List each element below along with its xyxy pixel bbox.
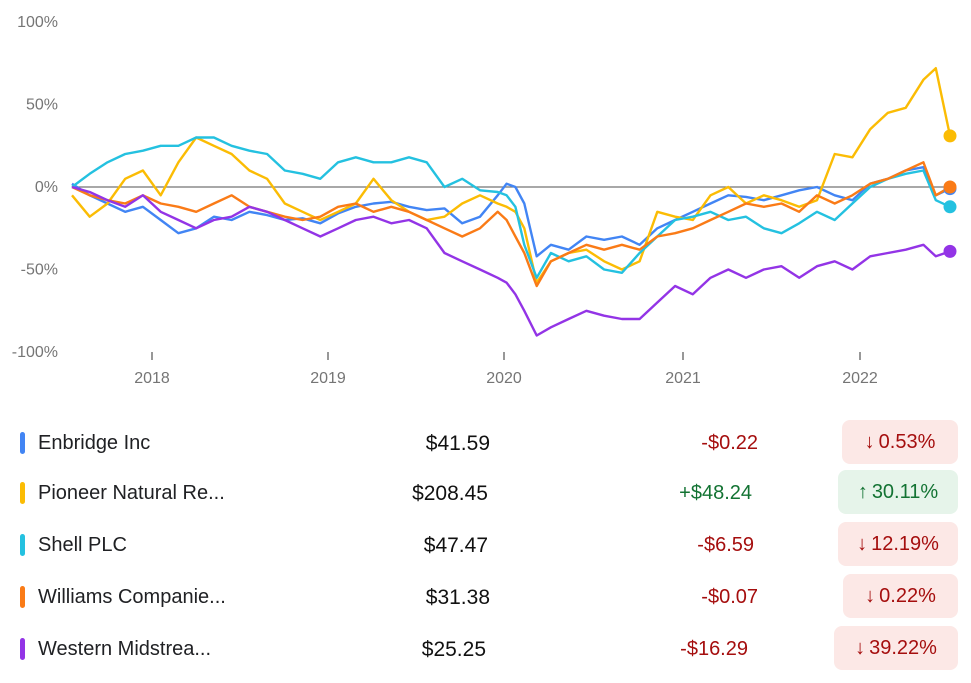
stock-price: $47.47	[423, 534, 488, 557]
series-end-dot	[943, 180, 957, 194]
series-color-swatch	[20, 638, 25, 660]
stock-change: -$6.59	[697, 534, 754, 556]
percent-change-value: 39.22%	[869, 636, 937, 659]
comparison-line-chart: 100% 50% 0% -50% -100% 2018 2019 2020 2021 2022	[12, 14, 957, 387]
series-end-dot	[943, 129, 957, 143]
x-tick-label: 2018	[134, 370, 170, 387]
percent-change-value: 12.19%	[871, 532, 939, 555]
x-tick-label: 2020	[486, 370, 522, 387]
series-color-swatch	[20, 482, 25, 504]
series-color-swatch	[20, 586, 25, 608]
stock-change: -$0.07	[701, 586, 758, 608]
stock-row[interactable]: Pioneer Natural Re... $208.45 +$48.24 ↑ 30.1…	[0, 470, 971, 516]
arrow-up-icon: ↑	[857, 480, 868, 503]
stock-name: Enbridge Inc	[38, 432, 151, 454]
stock-change: +$48.24	[679, 482, 752, 504]
percent-change-badge: ↓ 39.22%	[834, 626, 958, 670]
stock-price: $41.59	[425, 432, 490, 455]
percent-change-value: 0.53%	[878, 430, 936, 453]
percent-change-badge: ↑ 30.11%	[838, 470, 958, 514]
y-tick-label: -50%	[21, 262, 58, 279]
x-tick-label: 2021	[665, 370, 701, 387]
y-tick-label: 50%	[26, 97, 58, 114]
stock-row[interactable]: Shell PLC $47.47 -$6.59 ↓ 12.19%	[0, 522, 971, 568]
arrow-down-icon: ↓	[857, 532, 868, 555]
series-end-dot	[943, 200, 957, 214]
stock-row[interactable]: Enbridge Inc $41.59 -$0.22 ↓ 0.53%	[0, 420, 971, 466]
series-color-swatch	[20, 432, 25, 454]
stock-row[interactable]: Williams Companie... $31.38 -$0.07 ↓ 0.22%	[0, 574, 971, 620]
percent-change-badge: ↓ 0.53%	[842, 420, 958, 464]
arrow-down-icon: ↓	[865, 584, 876, 607]
x-tick-label: 2022	[842, 370, 878, 387]
stock-price: $31.38	[425, 586, 490, 609]
stock-price: $25.25	[421, 638, 486, 661]
stock-name: Williams Companie...	[38, 586, 226, 608]
series-line	[71, 67, 952, 284]
stock-change: -$16.29	[680, 638, 748, 660]
series-line	[71, 136, 951, 279]
stock-price: $208.45	[412, 482, 488, 505]
percent-change-value: 0.22%	[879, 584, 936, 607]
series-color-swatch	[20, 534, 25, 556]
percent-change-badge: ↓ 0.22%	[843, 574, 958, 618]
series-line	[71, 185, 951, 337]
y-tick-label: -100%	[12, 344, 58, 361]
stock-name: Shell PLC	[38, 534, 127, 556]
y-tick-label: 0%	[35, 179, 58, 196]
percent-change-badge: ↓ 12.19%	[838, 522, 958, 566]
series-end-dot	[943, 244, 957, 258]
stock-change: -$0.22	[701, 432, 758, 454]
arrow-down-icon: ↓	[855, 636, 866, 659]
arrow-down-icon: ↓	[864, 430, 875, 453]
stock-name: Pioneer Natural Re...	[38, 482, 225, 504]
stock-name: Western Midstrea...	[38, 638, 212, 660]
x-tick-label: 2019	[310, 370, 346, 387]
stock-row[interactable]: Western Midstrea... $25.25 -$16.29 ↓ 39.22%	[0, 626, 971, 672]
series-line	[71, 161, 951, 288]
percent-change-value: 30.11%	[871, 480, 939, 503]
y-tick-label: 100%	[17, 14, 58, 31]
